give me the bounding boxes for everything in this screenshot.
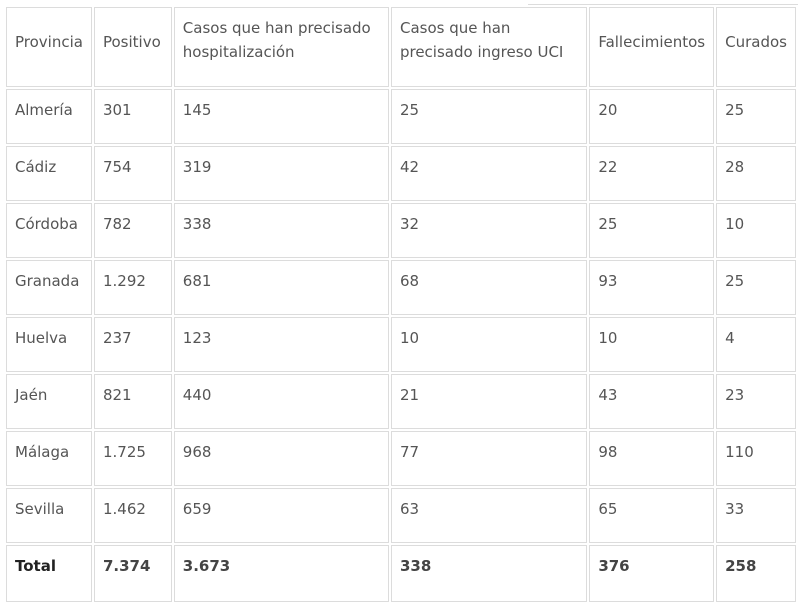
table-row: Almería 301 145 25 20 25 — [6, 89, 796, 144]
cell-fallecimientos: 22 — [589, 146, 715, 201]
total-provincia: Total — [6, 545, 92, 602]
total-hospitalizacion: 3.673 — [173, 545, 389, 602]
total-positivo: 7.374 — [93, 545, 172, 602]
cell-hospitalizacion: 319 — [173, 146, 389, 201]
table-row: Málaga 1.725 968 77 98 110 — [6, 431, 796, 486]
total-fallecimientos: 376 — [589, 545, 715, 602]
cell-fallecimientos: 43 — [589, 374, 715, 429]
cell-hospitalizacion: 440 — [173, 374, 389, 429]
table-row: Cádiz 754 319 42 22 28 — [6, 146, 796, 201]
cell-uci: 77 — [390, 431, 588, 486]
cell-uci: 63 — [390, 488, 588, 543]
header-provincia: Provincia — [6, 7, 92, 87]
cell-fallecimientos: 20 — [589, 89, 715, 144]
cell-fallecimientos: 25 — [589, 203, 715, 258]
cell-provincia: Almería — [6, 89, 92, 144]
cell-fallecimientos: 65 — [589, 488, 715, 543]
cell-hospitalizacion: 338 — [173, 203, 389, 258]
cell-provincia: Córdoba — [6, 203, 92, 258]
header-hospitalizacion: Casos que han precisado hospitalización — [173, 7, 389, 87]
cell-uci: 21 — [390, 374, 588, 429]
header-uci: Casos que han precisado ingreso UCI — [390, 7, 588, 87]
cell-curados: 23 — [716, 374, 796, 429]
cell-positivo: 1.725 — [93, 431, 172, 486]
cell-hospitalizacion: 968 — [173, 431, 389, 486]
cell-provincia: Granada — [6, 260, 92, 315]
total-row: Total 7.374 3.673 338 376 258 — [6, 545, 796, 602]
cell-provincia: Huelva — [6, 317, 92, 372]
cell-curados: 25 — [716, 89, 796, 144]
cell-positivo: 1.462 — [93, 488, 172, 543]
cell-positivo: 754 — [93, 146, 172, 201]
cell-uci: 68 — [390, 260, 588, 315]
covid-cases-table: Provincia Positivo Casos que han precisa… — [4, 5, 798, 604]
cell-uci: 25 — [390, 89, 588, 144]
cell-uci: 42 — [390, 146, 588, 201]
header-fallecimientos: Fallecimientos — [589, 7, 715, 87]
cell-positivo: 1.292 — [93, 260, 172, 315]
cell-uci: 10 — [390, 317, 588, 372]
cell-fallecimientos: 10 — [589, 317, 715, 372]
cell-hospitalizacion: 123 — [173, 317, 389, 372]
header-positivo: Positivo — [93, 7, 172, 87]
header-curados: Curados — [716, 7, 796, 87]
total-uci: 338 — [390, 545, 588, 602]
cell-curados: 33 — [716, 488, 796, 543]
top-divider — [528, 4, 798, 5]
table-row: Jaén 821 440 21 43 23 — [6, 374, 796, 429]
cell-provincia: Málaga — [6, 431, 92, 486]
cell-positivo: 301 — [93, 89, 172, 144]
cell-fallecimientos: 93 — [589, 260, 715, 315]
cell-fallecimientos: 98 — [589, 431, 715, 486]
cell-curados: 4 — [716, 317, 796, 372]
cell-provincia: Jaén — [6, 374, 92, 429]
cell-curados: 110 — [716, 431, 796, 486]
cell-provincia: Sevilla — [6, 488, 92, 543]
total-curados: 258 — [716, 545, 796, 602]
table-row: Huelva 237 123 10 10 4 — [6, 317, 796, 372]
cell-hospitalizacion: 145 — [173, 89, 389, 144]
cell-positivo: 782 — [93, 203, 172, 258]
cell-curados: 28 — [716, 146, 796, 201]
cell-positivo: 821 — [93, 374, 172, 429]
table-body: Provincia Positivo Casos que han precisa… — [6, 7, 796, 602]
cell-hospitalizacion: 659 — [173, 488, 389, 543]
cell-hospitalizacion: 681 — [173, 260, 389, 315]
table-row: Córdoba 782 338 32 25 10 — [6, 203, 796, 258]
cell-curados: 25 — [716, 260, 796, 315]
cell-curados: 10 — [716, 203, 796, 258]
header-row: Provincia Positivo Casos que han precisa… — [6, 7, 796, 87]
table-row: Granada 1.292 681 68 93 25 — [6, 260, 796, 315]
table-row: Sevilla 1.462 659 63 65 33 — [6, 488, 796, 543]
cell-uci: 32 — [390, 203, 588, 258]
cell-provincia: Cádiz — [6, 146, 92, 201]
cell-positivo: 237 — [93, 317, 172, 372]
